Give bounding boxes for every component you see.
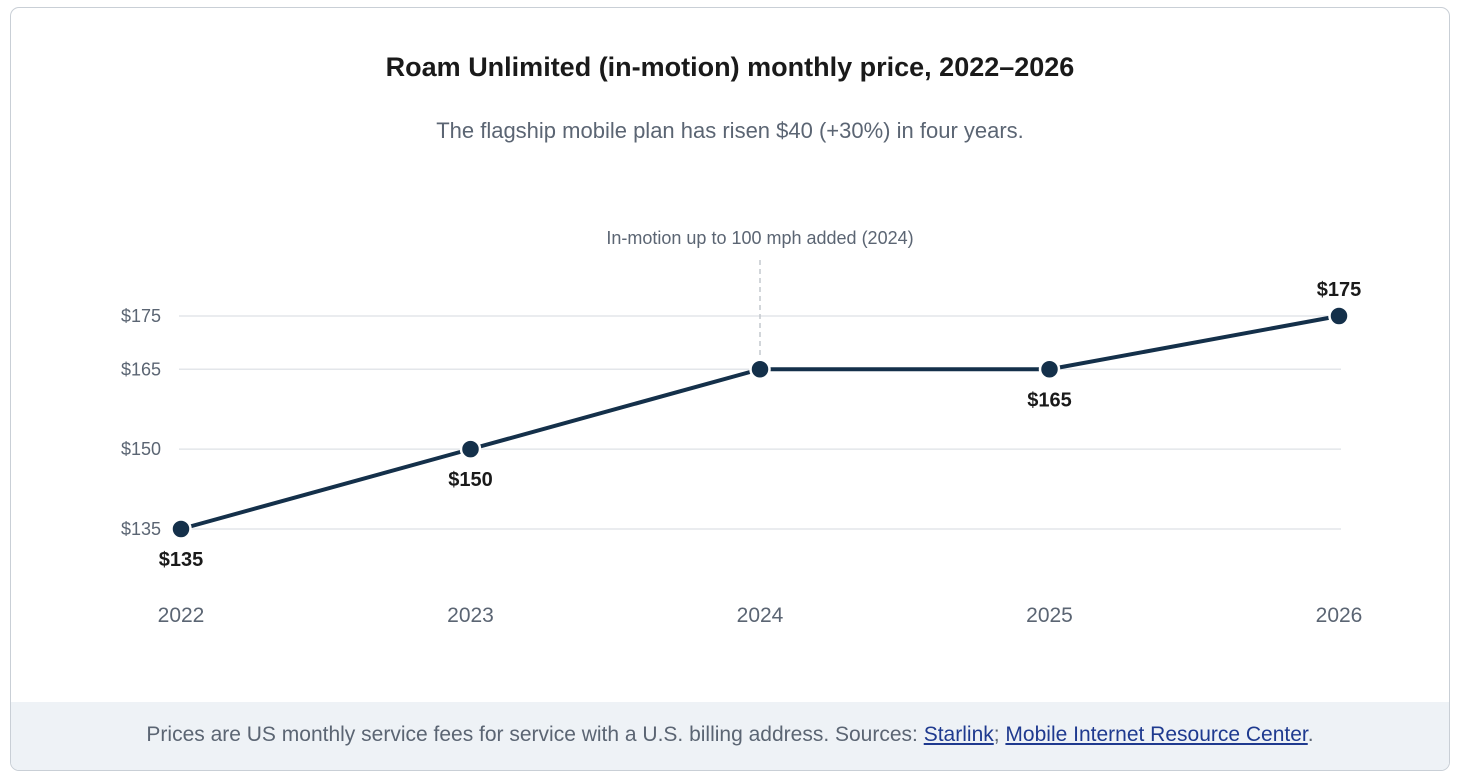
- chart-subtitle: The flagship mobile plan has risen $40 (…: [436, 118, 1024, 143]
- price-line-chart: $135 $150 $165 $175 In-motion up to 100 mph …: [121, 228, 1363, 627]
- footer-text: Prices are US monthly service fees for s…: [146, 723, 924, 746]
- chart-title: Roam Unlimited (in-motion) monthly price…: [385, 52, 1075, 82]
- x-tick-label: 2024: [737, 604, 784, 627]
- data-point: [170, 518, 192, 540]
- data-point: [459, 438, 482, 460]
- data-point: [1328, 305, 1350, 327]
- footer-period: .: [1307, 723, 1314, 746]
- data-label: $165: [1027, 389, 1072, 411]
- x-tick-label: 2023: [447, 604, 494, 627]
- source-footer: Prices are US monthly service fees for s…: [11, 702, 1449, 770]
- footer-separator: ;: [993, 723, 1006, 746]
- price-series-line: [179, 314, 1341, 531]
- y-tick-label: $135: [121, 519, 161, 539]
- y-tick-label: $175: [121, 306, 161, 326]
- x-tick-label: 2022: [158, 604, 205, 627]
- y-tick-label: $165: [121, 359, 161, 379]
- x-tick-label: 2026: [1316, 604, 1363, 627]
- mobile-internet-resource-center-link[interactable]: Mobile Internet Resource Center: [1005, 723, 1308, 746]
- x-tick-label: 2025: [1026, 604, 1073, 627]
- annotation-label: In-motion up to 100 mph added (2024): [606, 228, 913, 248]
- data-point: [1038, 358, 1061, 380]
- data-label: $150: [448, 469, 493, 491]
- chart-card: Roam Unlimited (in-motion) monthly price…: [10, 7, 1450, 771]
- data-label: $175: [1317, 279, 1362, 301]
- data-label: $135: [159, 549, 204, 571]
- y-tick-label: $150: [121, 439, 161, 459]
- starlink-link[interactable]: Starlink: [923, 723, 994, 746]
- data-point: [749, 358, 771, 380]
